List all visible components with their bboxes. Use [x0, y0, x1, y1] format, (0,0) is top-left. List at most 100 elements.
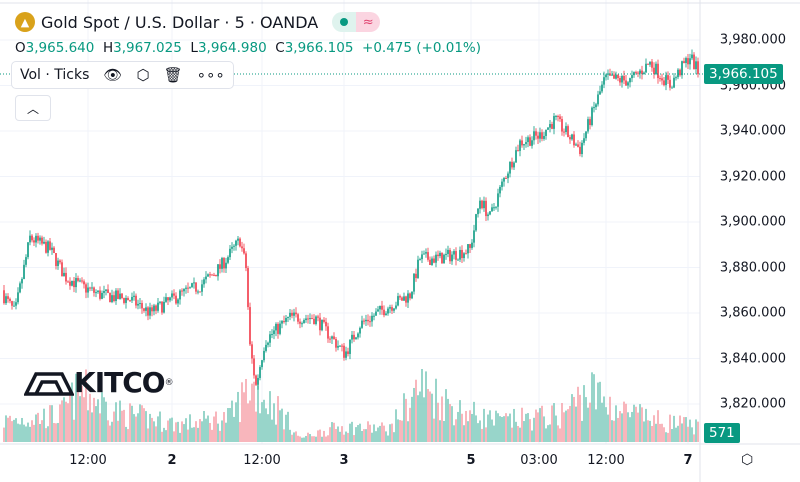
candle-body: [565, 126, 567, 132]
candle-body: [551, 124, 553, 129]
volume-bar: [367, 421, 369, 442]
candle-body: [395, 305, 397, 309]
volume-bar: [27, 422, 29, 442]
settings-icon[interactable]: ⬡: [136, 66, 150, 84]
volume-bar: [397, 419, 399, 442]
volume-bar: [41, 420, 43, 442]
candle-body: [371, 315, 373, 322]
candle-body: [495, 206, 497, 208]
candle-body: [645, 63, 647, 73]
candle-body: [501, 181, 503, 187]
x-tick-label: 03:00: [520, 453, 558, 468]
candle-body: [477, 208, 479, 215]
volume-bar: [165, 430, 167, 442]
candle-body: [435, 254, 437, 263]
volume-bar: [457, 411, 459, 442]
volume-bar: [617, 417, 619, 442]
volume-bar: [559, 428, 561, 442]
candle-body: [277, 323, 279, 334]
volume-bar: [179, 432, 181, 442]
candle-body: [315, 316, 317, 324]
volume-bar: [545, 428, 547, 442]
candle-body: [405, 296, 407, 303]
volume-bar: [641, 407, 643, 442]
volume-bar: [409, 407, 411, 442]
volume-bar: [111, 421, 113, 442]
volume-bar: [623, 401, 625, 442]
candle-body: [613, 74, 615, 79]
volume-bar: [237, 391, 239, 442]
volume-bar: [621, 413, 623, 442]
more-icon[interactable]: ∘∘∘: [196, 66, 225, 84]
volume-bar: [327, 435, 329, 442]
volume-bar: [461, 413, 463, 442]
candle-body: [525, 142, 527, 145]
volume-bar: [157, 416, 159, 442]
volume-bar: [193, 427, 195, 442]
volume-bar: [531, 430, 533, 442]
candle-body: [297, 314, 299, 322]
candle-body: [327, 326, 329, 339]
candle-body: [259, 367, 261, 378]
candle-body: [667, 75, 669, 80]
volume-bar: [451, 406, 453, 442]
candle-body: [331, 336, 333, 339]
volume-bar: [281, 408, 283, 442]
volume-bar: [537, 412, 539, 442]
candle-body: [87, 287, 89, 293]
candle-body: [567, 126, 569, 138]
chevron-up-icon[interactable]: ︿: [15, 95, 51, 121]
candle-body: [111, 295, 113, 303]
candle-body: [71, 280, 73, 286]
candle-body: [179, 290, 181, 300]
volume-bar: [687, 426, 689, 442]
volume-bar: [533, 417, 535, 442]
volume-bar: [91, 412, 93, 442]
trash-icon[interactable]: 🗑: [163, 66, 183, 84]
volume-bar: [681, 423, 683, 442]
approx-icon: ≈: [356, 12, 381, 32]
candle-body: [531, 140, 533, 146]
market-status[interactable]: ≈: [332, 12, 381, 32]
volume-bar: [11, 421, 13, 442]
settings-icon[interactable]: ⬡: [741, 452, 754, 468]
candle-body: [475, 214, 477, 231]
volume-bar: [659, 423, 661, 442]
candle-body: [683, 61, 685, 63]
y-tick-label: 3,920.000: [719, 169, 786, 184]
candle-body: [631, 75, 633, 79]
candle-body: [37, 235, 39, 241]
candle-body: [539, 132, 541, 139]
volume-bar: [5, 415, 7, 442]
volume-bar: [357, 425, 359, 442]
candle-body: [611, 74, 613, 76]
candle-body: [513, 162, 515, 168]
volume-bar: [377, 427, 379, 442]
candle-body: [3, 290, 5, 304]
candle-body: [481, 200, 483, 209]
volume-bar: [511, 427, 513, 442]
candle-body: [279, 323, 281, 334]
volume-bar: [519, 427, 521, 442]
volume-bar: [547, 425, 549, 442]
candle-body: [303, 320, 305, 324]
volume-bar: [355, 427, 357, 442]
eye-icon[interactable]: 👁: [103, 66, 123, 84]
volume-bar: [449, 404, 451, 442]
ohlc-legend: O3,965.640 H3,967.025 L3,964.980 C3,966.…: [15, 40, 481, 56]
candle-body: [625, 80, 627, 86]
candle-body: [185, 287, 187, 289]
volume-bar: [267, 414, 269, 442]
volume-bar: [541, 405, 543, 442]
volume-bar: [163, 427, 165, 442]
volume-legend[interactable]: Vol · Ticks 👁 ⬡ 🗑 ∘∘∘: [11, 61, 234, 89]
candle-body: [619, 78, 621, 83]
volume-bar: [213, 416, 215, 442]
volume-bar: [97, 399, 99, 442]
symbol-title[interactable]: Gold Spot / U.S. Dollar · 5 · OANDA: [41, 12, 319, 32]
candle-body: [139, 303, 141, 305]
candle-body: [499, 186, 501, 194]
candle-body: [81, 280, 83, 282]
candle-body: [649, 61, 651, 65]
